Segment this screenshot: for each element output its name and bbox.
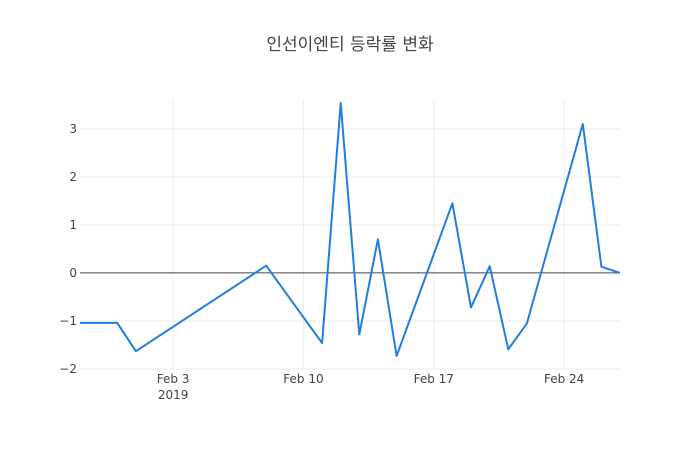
y-tick-label: −2 <box>59 362 77 376</box>
y-tick-label: 2 <box>69 170 77 184</box>
series-line <box>80 101 621 357</box>
series-layer <box>80 101 621 357</box>
x-axis-ticks: Feb 3 2019 Feb 10 Feb 17 Feb 24 <box>157 372 585 402</box>
y-axis-ticks: −2 −1 0 1 2 3 <box>59 122 77 376</box>
y-tick-label: 1 <box>69 218 77 232</box>
x-tick-label: Feb 3 <box>157 372 190 386</box>
x-tick-sublabel: 2019 <box>158 388 189 402</box>
x-tick-label: Feb 17 <box>414 372 454 386</box>
grid-lines <box>80 100 620 370</box>
x-tick-label: Feb 24 <box>544 372 584 386</box>
y-tick-label: 0 <box>69 266 77 280</box>
chart-title: 인선이엔티 등락률 변화 <box>266 35 434 55</box>
y-tick-label: −1 <box>59 314 77 328</box>
x-tick-label: Feb 10 <box>283 372 323 386</box>
y-tick-label: 3 <box>69 122 77 136</box>
